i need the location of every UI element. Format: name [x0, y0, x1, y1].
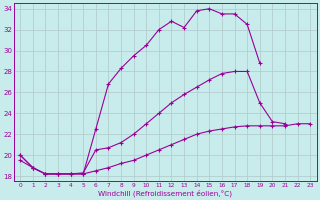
- X-axis label: Windchill (Refroidissement éolien,°C): Windchill (Refroidissement éolien,°C): [98, 189, 232, 197]
